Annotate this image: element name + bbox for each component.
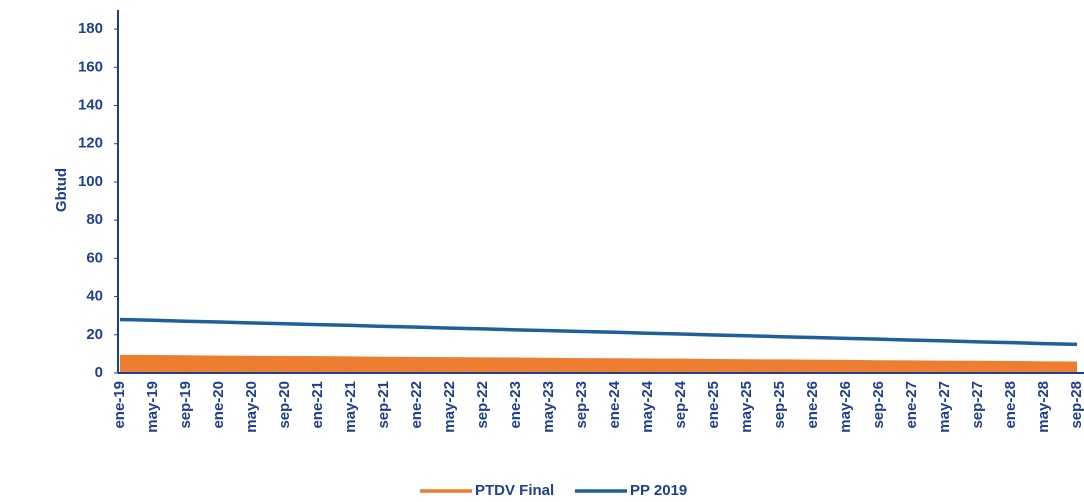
x-tick-label: ene-26 — [804, 381, 821, 429]
x-tick-label: may-24 — [639, 380, 656, 432]
y-tick-label: 140 — [78, 96, 103, 113]
x-tick-label: ene-19 — [111, 381, 128, 429]
y-axis-label: Gbtud — [53, 168, 70, 212]
x-tick-label: may-23 — [540, 381, 557, 433]
x-tick-label: sep-28 — [1068, 381, 1084, 429]
y-tick-label: 180 — [78, 20, 103, 37]
y-tick-label: 120 — [78, 135, 103, 152]
y-tick-label: 100 — [78, 173, 103, 190]
x-tick-label: may-22 — [441, 381, 458, 433]
x-tick-label: sep-24 — [672, 380, 689, 428]
x-tick-label: ene-22 — [408, 381, 425, 429]
x-tick-label: sep-26 — [870, 381, 887, 429]
y-tick-label: 60 — [86, 249, 103, 266]
x-tick-label: ene-20 — [210, 381, 227, 429]
x-tick-label: sep-20 — [276, 381, 293, 429]
y-tick-label: 80 — [86, 211, 103, 228]
x-tick-label: ene-28 — [1002, 381, 1019, 429]
y-tick-label: 0 — [95, 364, 103, 381]
x-tick-label: sep-25 — [771, 381, 788, 429]
line — [119, 317, 1078, 347]
x-tick-label: sep-21 — [375, 381, 392, 429]
legend-label: PP 2019 — [630, 482, 687, 499]
x-tick-label: may-19 — [144, 381, 161, 433]
x-tick-label: sep-22 — [474, 381, 491, 429]
area — [120, 354, 1077, 373]
x-tick-label: may-26 — [837, 381, 854, 433]
x-tick-label: ene-23 — [507, 381, 524, 429]
x-tick-label: may-28 — [1035, 381, 1052, 433]
x-tick-label: may-25 — [738, 381, 755, 433]
x-tick-label: sep-27 — [969, 381, 986, 429]
x-tick-label: ene-27 — [903, 381, 920, 429]
x-tick-label: sep-19 — [177, 381, 194, 429]
x-tick-label: ene-25 — [705, 381, 722, 429]
legend-label: PTDV Final — [475, 482, 554, 499]
x-tick-label: sep-23 — [573, 381, 590, 429]
y-tick-label: 20 — [86, 326, 103, 343]
x-tick-label: may-21 — [342, 381, 359, 433]
y-tick-label: 40 — [86, 288, 103, 305]
x-tick-label: may-20 — [243, 381, 260, 433]
y-tick-label: 160 — [78, 58, 103, 75]
x-tick-label: ene-21 — [309, 381, 326, 429]
x-tick-label: may-27 — [936, 381, 953, 433]
x-tick-label: ene-24 — [606, 380, 623, 428]
